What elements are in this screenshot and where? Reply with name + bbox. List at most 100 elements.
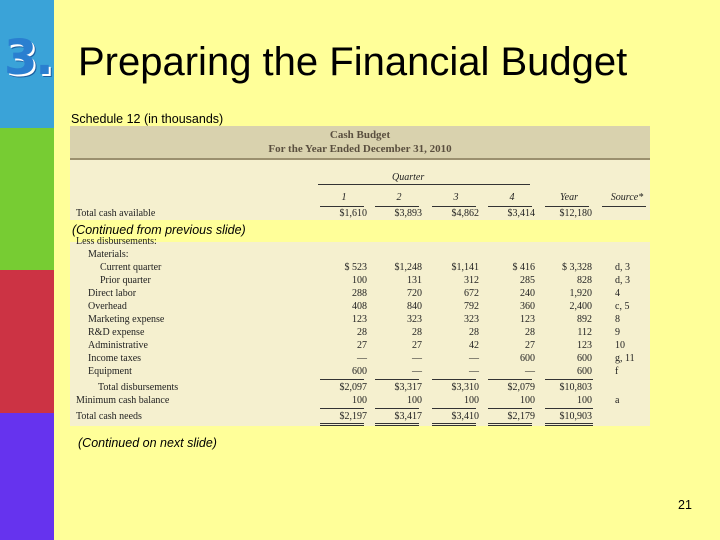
cell: 2,400: [569, 301, 593, 312]
cell: 285: [520, 275, 535, 286]
cell: 600: [520, 353, 535, 364]
cell: $3,414: [507, 208, 536, 219]
slide-title: Preparing the Financial Budget: [78, 40, 628, 84]
cell: 792: [464, 301, 479, 312]
cell: 323: [464, 314, 479, 325]
col-header-year: Year: [560, 192, 578, 203]
rule: [320, 379, 364, 380]
cell: 28: [412, 327, 422, 338]
table-row: Administrative 27 27 42 27 123 10: [70, 340, 650, 353]
col-underline: [320, 206, 364, 207]
rule: [432, 379, 476, 380]
cell: 42: [469, 340, 479, 351]
cell: $2,079: [507, 382, 536, 393]
double-rule: [488, 423, 532, 426]
col-header-source: Source*: [610, 192, 644, 203]
cell: 27: [357, 340, 367, 351]
row-label: Total cash needs: [76, 411, 142, 422]
cell: 112: [577, 327, 592, 338]
table-row-total-available: Total cash available $1,610 $3,893 $4,86…: [70, 208, 650, 221]
cell: $2,179: [507, 411, 536, 422]
cell: 100: [407, 395, 422, 406]
cell: $3,310: [451, 382, 480, 393]
table-subtitle: For the Year Ended December 31, 2010: [268, 143, 452, 155]
double-rule: [375, 423, 419, 426]
cell: $ 3,328: [562, 262, 592, 273]
row-label: Overhead: [88, 301, 127, 312]
source-cell: c, 5: [615, 301, 630, 312]
row-label: Income taxes: [88, 353, 142, 364]
cell: $3,317: [394, 382, 423, 393]
row-label: Equipment: [88, 366, 132, 377]
page-number: 21: [678, 498, 692, 512]
table-row-total-needs: Total cash needs $2,197 $3,417 $3,410 $2…: [70, 411, 650, 424]
cell: 27: [412, 340, 422, 351]
cell: 720: [407, 288, 422, 299]
source-cell: d, 3: [615, 262, 630, 273]
cell: 672: [464, 288, 479, 299]
table-header-band: [70, 126, 650, 160]
cell: $12,180: [559, 208, 593, 219]
cell: 100: [520, 395, 535, 406]
section-number: 3.: [4, 30, 54, 86]
cell: 28: [469, 327, 479, 338]
cell: 360: [520, 301, 535, 312]
cell: $1,248: [394, 262, 423, 273]
cell: —: [469, 353, 479, 364]
source-cell: 4: [615, 288, 620, 299]
source-cell: d, 3: [615, 275, 630, 286]
col-underline: [602, 206, 646, 207]
cell: 312: [464, 275, 479, 286]
cell: 27: [525, 340, 535, 351]
cell: —: [469, 366, 479, 377]
table-row: Equipment 600 — — — 600 f: [70, 366, 650, 379]
rule: [488, 379, 532, 380]
table-row: Prior quarter 100 131 312 285 828 d, 3: [70, 275, 650, 288]
col-header-q1: 1: [341, 192, 347, 203]
table-row: Income taxes — — — 600 600 g, 11: [70, 353, 650, 366]
sidebar-band-purple: [0, 413, 54, 540]
cell: $ 523: [344, 262, 368, 273]
cell: 600: [352, 366, 367, 377]
row-label: Marketing expense: [88, 314, 165, 325]
cell: 408: [352, 301, 367, 312]
source-cell: 9: [615, 327, 620, 338]
row-label: Minimum cash balance: [76, 395, 170, 406]
double-rule: [320, 423, 364, 426]
cell: 840: [407, 301, 422, 312]
cell: —: [412, 353, 422, 364]
quarter-underline: [318, 184, 530, 185]
table-row: Current quarter $ 523 $1,248 $1,141 $ 41…: [70, 262, 650, 275]
cell: —: [525, 366, 535, 377]
cell: 131: [407, 275, 422, 286]
materials-label-row: Materials:: [70, 249, 650, 262]
cell: 123: [577, 340, 592, 351]
cell: 600: [577, 366, 592, 377]
double-rule: [545, 423, 593, 426]
cell: 323: [407, 314, 422, 325]
cell: 100: [352, 395, 367, 406]
source-cell: 8: [615, 314, 620, 325]
continued-from-banner: (Continued from previous slide): [70, 220, 650, 242]
cell: 600: [577, 353, 592, 364]
sidebar-color-bands: [0, 0, 54, 540]
rule: [545, 408, 593, 409]
row-label: R&D expense: [88, 327, 145, 338]
row-label: Direct labor: [88, 288, 137, 299]
rule: [375, 408, 419, 409]
cell: 123: [520, 314, 535, 325]
col-underline: [375, 206, 419, 207]
rule: [320, 408, 364, 409]
cell: $3,410: [451, 411, 480, 422]
row-label: Total disbursements: [98, 382, 179, 393]
col-header-q3: 3: [453, 192, 459, 203]
source-cell: g, 11: [615, 353, 635, 364]
cell: $ 416: [512, 262, 536, 273]
table-row-total-disbursements: Total disbursements $2,097 $3,317 $3,310…: [70, 382, 650, 395]
continued-from-text: (Continued from previous slide): [72, 223, 246, 237]
source-cell: f: [615, 366, 619, 377]
sidebar-band-red: [0, 270, 54, 413]
cell: 28: [525, 327, 535, 338]
table-row: Marketing expense 123 323 323 123 892 8: [70, 314, 650, 327]
rule: [545, 379, 593, 380]
